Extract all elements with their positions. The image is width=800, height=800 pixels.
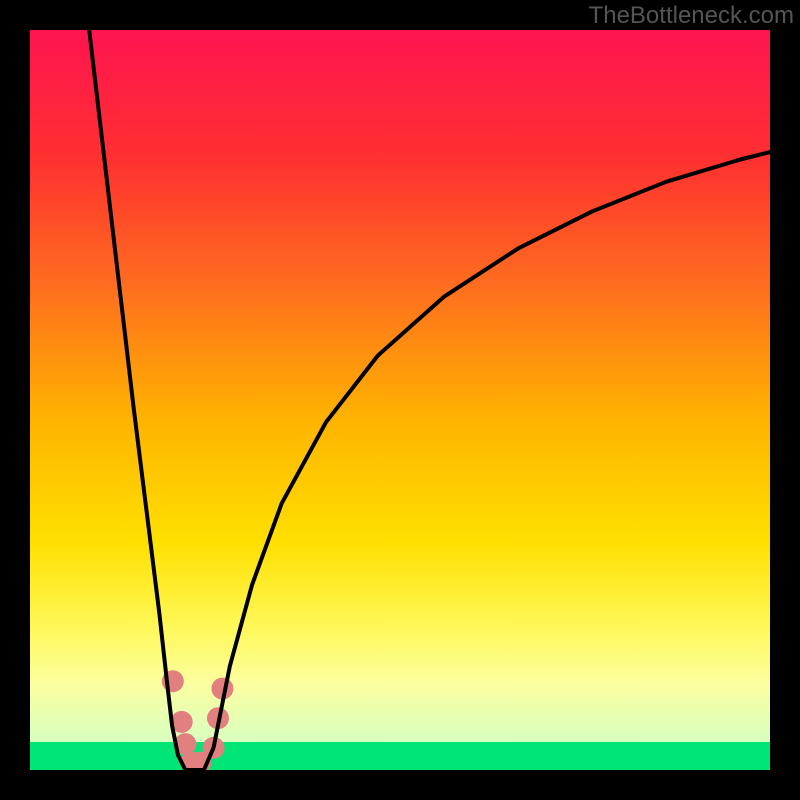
plot-area <box>30 30 770 770</box>
figure-root: TheBottleneck.com <box>0 0 800 800</box>
background-green-band <box>30 742 770 770</box>
watermark-text: TheBottleneck.com <box>589 2 794 30</box>
background-gradient <box>30 30 770 742</box>
plot-frame <box>30 30 770 770</box>
